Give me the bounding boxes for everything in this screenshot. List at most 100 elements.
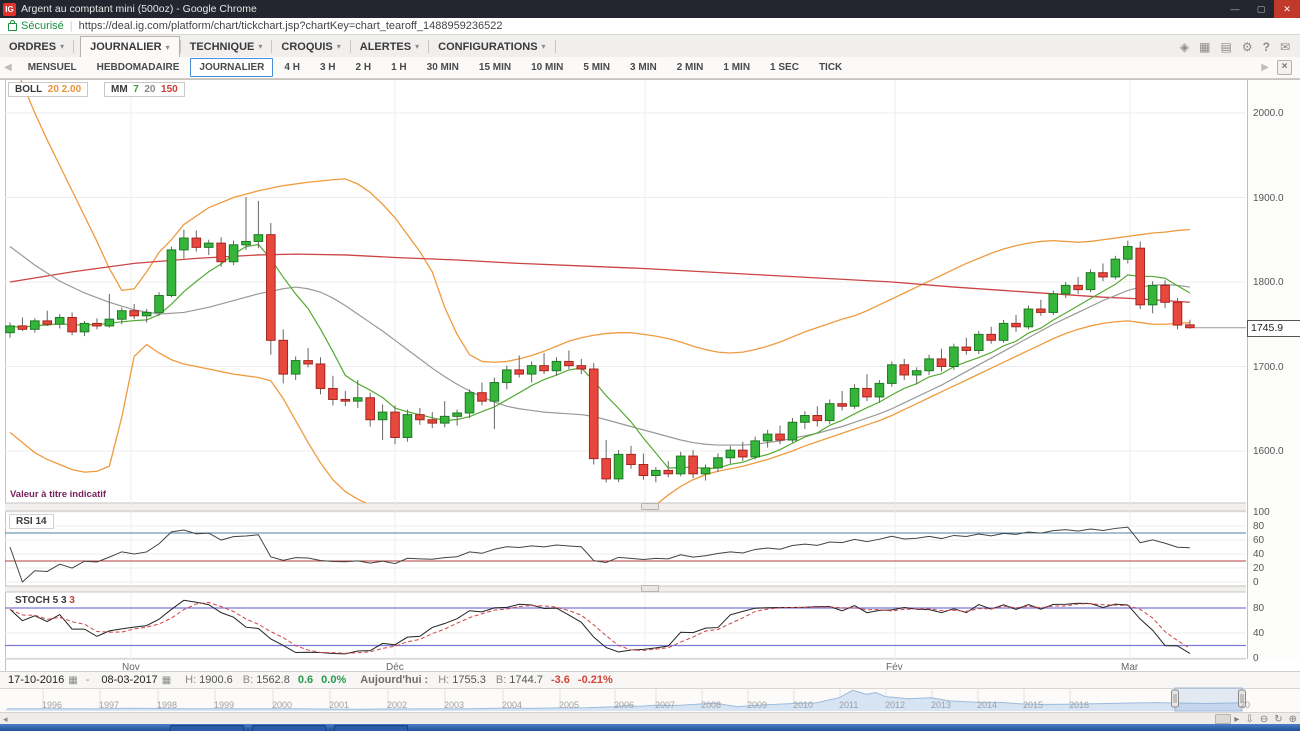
ma-legend[interactable]: MM 7 20 150 (104, 82, 185, 97)
tab-15-min[interactable]: 15 MIN (470, 58, 520, 77)
today-high-value: 1755.3 (452, 674, 486, 686)
zoom-in-icon[interactable]: ⊕ (1289, 714, 1297, 725)
tab-30-min[interactable]: 30 MIN (418, 58, 468, 77)
nav-handle-left[interactable] (1172, 690, 1179, 707)
menu-item-technique[interactable]: TECHNIQUE▾ (181, 36, 272, 57)
tab-1-h[interactable]: 1 H (382, 58, 416, 77)
year-label-2008: 2008 (701, 700, 721, 710)
menu-item-croquis[interactable]: CROQUIS▾ (272, 36, 349, 57)
rsi-indicator-label[interactable]: RSI 14 (9, 514, 54, 529)
year-label-2011: 2011 (839, 700, 858, 710)
pane-resize-handle-2[interactable] (641, 585, 659, 592)
tab-3-min[interactable]: 3 MIN (621, 58, 666, 77)
tab-mensuel[interactable]: MENSUEL (19, 58, 86, 77)
reset-zoom-icon[interactable]: ↻ (1274, 714, 1282, 725)
menu-divider (555, 40, 556, 53)
url-separator: | (70, 20, 73, 32)
rsi-tick-60: 60 (1253, 535, 1264, 546)
tab-10-min[interactable]: 10 MIN (522, 58, 572, 77)
period-low-label: B: (243, 674, 253, 686)
year-label-2012: 2012 (885, 700, 905, 710)
maximize-icon[interactable]: ▢ (1248, 4, 1274, 15)
year-label-20: 20 (1240, 700, 1250, 710)
help-icon[interactable]: ? (1263, 40, 1270, 54)
lock-icon (8, 23, 17, 31)
menu-item-journalier[interactable]: JOURNALIER▾ (80, 36, 180, 57)
window-title: Argent au comptant mini (500oz) - Google… (21, 3, 257, 15)
year-label-2016: 2016 (1069, 700, 1089, 710)
calendar-icon[interactable]: ▦ (68, 675, 77, 686)
taskbar-window-button[interactable] (170, 725, 244, 731)
date-to-input[interactable]: 08-03-2017 (101, 674, 157, 686)
menu-item-label: CONFIGURATIONS (438, 41, 537, 53)
today-change: -3.6 (551, 674, 570, 686)
mm-period-20: 20 (144, 84, 155, 95)
stoch-tick-0: 0 (1253, 653, 1259, 664)
price-tick-2000.0: 2000.0 (1253, 108, 1284, 119)
tab-hebdomadaire[interactable]: HEBDOMADAIRE (88, 58, 189, 77)
url-bar[interactable]: Sécurisé | https://deal.ig.com/platform/… (0, 18, 1300, 35)
rsi-tick-80: 80 (1253, 521, 1264, 532)
period-high-value: 1900.6 (199, 674, 233, 686)
taskbar-window-button[interactable] (252, 725, 326, 731)
year-label-2015: 2015 (1023, 700, 1043, 710)
today-label: Aujourd'hui : (360, 674, 428, 686)
menu-item-label: TECHNIQUE (190, 41, 255, 53)
boll-label: BOLL (15, 84, 42, 95)
close-window-icon[interactable]: ✕ (1274, 0, 1300, 18)
rsi-tick-20: 20 (1253, 563, 1264, 574)
layers-icon[interactable]: ◈ (1180, 40, 1189, 54)
stoch-indicator-label[interactable]: STOCH 5 3 3 (9, 594, 81, 607)
rsi-tick-100: 100 (1253, 507, 1270, 518)
pager-right-icon[interactable]: ▶ (1261, 62, 1269, 73)
period-low-value: 1562.8 (256, 674, 290, 686)
print-icon[interactable]: ▤ (1220, 40, 1231, 54)
zoom-out-icon[interactable]: ⊖ (1260, 714, 1268, 725)
year-label-1996: 1996 (42, 700, 62, 710)
scrollbar-thumb[interactable] (1215, 714, 1231, 724)
tab-4-h[interactable]: 4 H (275, 58, 309, 77)
window-titlebar: IG Argent au comptant mini (500oz) - Goo… (0, 0, 1300, 18)
menu-divider (73, 40, 74, 53)
menu-item-alertes[interactable]: ALERTES ▾ (351, 36, 428, 57)
scroll-right-icon[interactable]: ▸ (1234, 714, 1239, 725)
close-chart-icon[interactable]: × (1277, 60, 1292, 75)
minimize-icon[interactable]: — (1222, 4, 1248, 14)
tab-journalier[interactable]: JOURNALIER (190, 58, 273, 77)
menu-item-label: CROQUIS (281, 41, 332, 53)
menu-item-label: JOURNALIER (90, 41, 162, 53)
tab-1-min[interactable]: 1 MIN (714, 58, 759, 77)
scroll-down-icon[interactable]: ⇩ (1245, 714, 1253, 725)
taskbar-window-button[interactable] (334, 725, 408, 731)
year-label-2014: 2014 (977, 700, 997, 710)
bollinger-legend[interactable]: BOLL 20 2.00 (8, 82, 88, 97)
calendar-icon-2[interactable]: ▦ (162, 675, 171, 686)
menu-item-configurations[interactable]: CONFIGURATIONS▾ (429, 36, 554, 57)
tab-1-sec[interactable]: 1 SEC (761, 58, 808, 77)
year-label-2000: 2000 (272, 700, 292, 710)
mm-period-7: 7 (133, 84, 139, 95)
period-high-label: H: (185, 674, 196, 686)
month-label-fev: Fév (886, 662, 903, 673)
snapshot-icon[interactable]: ▦ (1199, 40, 1210, 54)
year-label-2004: 2004 (502, 700, 522, 710)
candlestick-chart[interactable] (5, 80, 1247, 660)
settings-icon[interactable]: ⚙ (1242, 40, 1253, 54)
date-from-input[interactable]: 17-10-2016 (8, 674, 64, 686)
menu-item-ordres[interactable]: ORDRES▾ (0, 36, 73, 57)
menu-item-label: ALERTES (360, 41, 411, 53)
year-label-1998: 1998 (157, 700, 177, 710)
pane-resize-handle[interactable] (641, 503, 659, 510)
tab-tick[interactable]: TICK (810, 58, 851, 77)
chevron-down-icon: ▾ (258, 42, 262, 51)
price-tick-1900.0: 1900.0 (1253, 193, 1284, 204)
pager-left-icon[interactable]: ◀ (4, 62, 12, 73)
tab-2-min[interactable]: 2 MIN (668, 58, 713, 77)
tab-5-min[interactable]: 5 MIN (574, 58, 619, 77)
chevron-down-icon: ▾ (415, 42, 419, 51)
tab-3-h[interactable]: 3 H (311, 58, 345, 77)
scroll-left-icon[interactable]: ◂ (3, 714, 8, 725)
feedback-icon[interactable]: ✉ (1280, 40, 1290, 54)
tab-2-h[interactable]: 2 H (347, 58, 381, 77)
month-label-mar: Mar (1121, 662, 1138, 673)
